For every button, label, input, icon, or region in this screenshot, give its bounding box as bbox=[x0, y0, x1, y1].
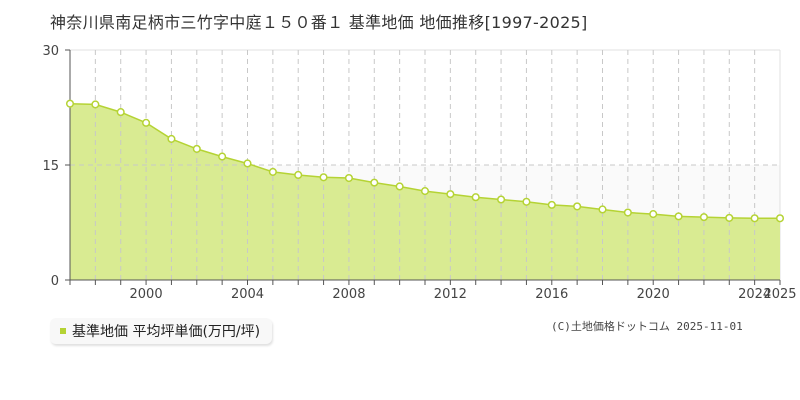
y-tick-label: 0 bbox=[51, 274, 59, 289]
x-tick-label: 2000 bbox=[130, 287, 163, 300]
x-tick-label: 2024 bbox=[738, 287, 771, 300]
data-point-marker bbox=[699, 213, 708, 222]
data-point-marker bbox=[471, 193, 480, 202]
x-tick-label: 2008 bbox=[332, 287, 365, 300]
data-point-marker bbox=[65, 99, 75, 108]
y-tick-label: 30 bbox=[42, 44, 59, 59]
data-point-marker bbox=[243, 159, 252, 168]
data-point-marker bbox=[268, 167, 277, 176]
data-point-marker bbox=[218, 152, 227, 161]
data-point-marker bbox=[649, 210, 658, 219]
x-tick-label: 2016 bbox=[535, 287, 568, 300]
data-point-marker bbox=[370, 178, 379, 187]
data-point-marker bbox=[725, 213, 734, 222]
data-point-marker bbox=[420, 187, 430, 196]
data-point-marker bbox=[446, 190, 455, 199]
legend: 基準地価 平均坪単価(万円/坪) bbox=[50, 318, 273, 344]
data-point-marker bbox=[192, 144, 201, 153]
data-point-marker bbox=[142, 118, 151, 127]
x-tick-label: 2025 bbox=[763, 287, 796, 300]
legend-label: 基準地価 平均坪単価(万円/坪) bbox=[72, 324, 261, 340]
chart-title: 神奈川県南足柄市三竹字中庭１５０番１ 基準地価 地価推移[1997-2025] bbox=[50, 13, 588, 32]
data-point-marker bbox=[674, 212, 683, 221]
data-point-marker bbox=[497, 195, 506, 204]
x-tick-label: 2012 bbox=[434, 287, 467, 300]
data-point-marker bbox=[623, 208, 632, 217]
data-point-marker bbox=[750, 214, 759, 223]
data-point-marker bbox=[775, 214, 785, 223]
data-point-marker bbox=[547, 200, 556, 209]
data-point-marker bbox=[319, 173, 328, 182]
data-point-marker bbox=[573, 202, 582, 211]
data-point-marker bbox=[167, 134, 176, 143]
copyright-credit: (C)土地価格ドットコム 2025-11-01 bbox=[551, 320, 743, 333]
x-tick-label: 2004 bbox=[231, 287, 264, 300]
data-point-marker bbox=[598, 205, 607, 214]
x-tick-label: 2020 bbox=[637, 287, 670, 300]
data-point-marker bbox=[91, 100, 100, 109]
data-point-marker bbox=[395, 182, 404, 191]
y-tick-label: 15 bbox=[42, 159, 59, 174]
data-point-marker bbox=[294, 170, 303, 180]
legend-swatch-icon bbox=[60, 328, 66, 334]
data-point-marker bbox=[344, 173, 353, 183]
data-point-marker bbox=[522, 197, 531, 206]
data-point-marker bbox=[116, 108, 125, 117]
